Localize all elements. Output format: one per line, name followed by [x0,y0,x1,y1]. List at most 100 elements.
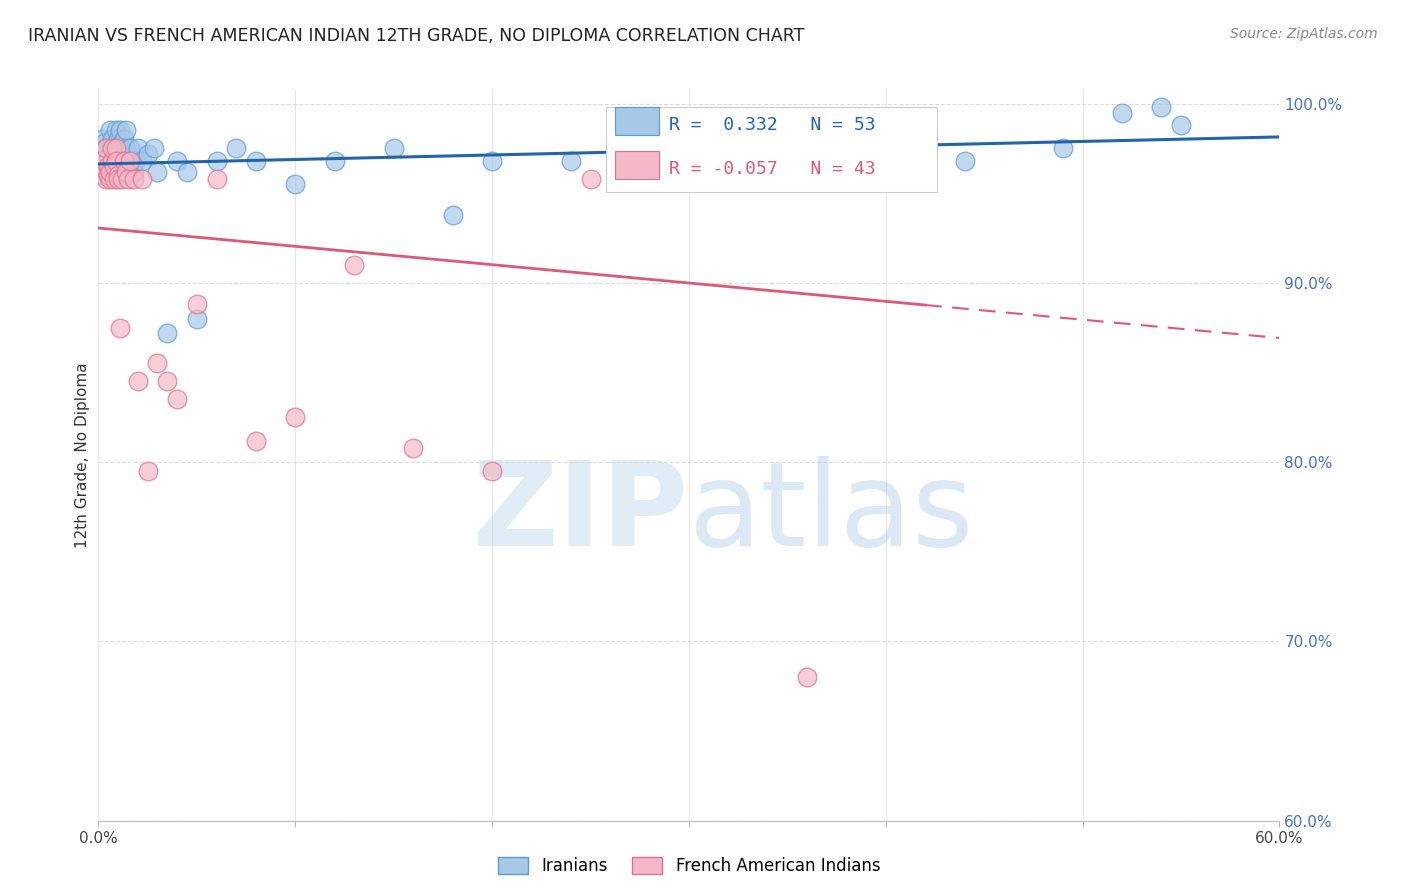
Point [98,164,121,178]
Point [481,153,503,168]
Point [108,141,131,155]
Point [186,311,208,326]
Point [112,168,135,182]
Point [1111,105,1133,120]
Point [225,141,247,155]
Point [107,159,129,173]
Point [97,150,120,164]
Point [1170,118,1192,132]
Point [118,141,141,155]
FancyBboxPatch shape [606,108,936,192]
Point [101,153,124,168]
Point [245,434,267,448]
Point [127,375,149,389]
Point [108,123,131,137]
Point [441,208,464,222]
Point [136,146,159,161]
Point [96,171,118,186]
Point [481,464,503,478]
Point [904,171,927,186]
Point [111,153,134,168]
Point [131,171,153,186]
Legend: Iranians, French American Indians: Iranians, French American Indians [491,850,887,882]
Point [105,141,128,155]
Point [205,171,228,186]
Point [97,159,120,173]
Point [678,171,700,186]
Point [142,141,165,155]
Point [136,464,159,478]
Point [875,141,897,155]
Text: R = -0.057   N = 43: R = -0.057 N = 43 [669,161,876,178]
Point [118,153,141,168]
Point [117,153,139,168]
Text: R =  0.332   N = 53: R = 0.332 N = 53 [669,116,876,135]
Point [93,168,115,182]
Point [103,153,125,168]
Point [796,670,818,684]
Point [122,171,145,186]
Point [96,141,118,155]
Point [166,153,188,168]
Point [146,357,169,371]
Point [98,171,121,186]
Point [96,141,118,155]
Point [125,153,148,168]
Point [127,141,149,155]
Point [105,153,128,168]
Point [166,392,188,407]
Point [678,141,700,155]
Point [93,136,115,150]
Point [402,441,425,455]
Point [382,141,405,155]
Point [1052,141,1074,155]
Point [156,326,179,340]
Point [205,153,228,168]
Point [107,171,129,186]
Point [776,153,799,168]
Point [101,141,124,155]
Point [186,297,208,311]
Point [122,164,145,178]
Point [105,146,128,161]
Point [156,375,179,389]
Point [98,159,121,173]
Point [323,153,346,168]
Point [111,136,134,150]
Point [111,171,134,186]
Point [112,153,135,168]
Point [115,141,138,155]
Point [560,153,582,168]
Point [103,171,125,186]
Point [101,132,124,146]
Text: atlas: atlas [689,456,974,571]
Point [875,171,897,186]
Point [105,123,128,137]
Point [98,123,121,137]
Text: Source: ZipAtlas.com: Source: ZipAtlas.com [1230,27,1378,41]
FancyBboxPatch shape [614,108,659,136]
Point [108,320,131,334]
Point [245,153,267,168]
Point [884,171,907,186]
Point [97,168,120,182]
Point [953,153,976,168]
Point [103,141,125,155]
Point [107,168,129,182]
Point [91,132,114,146]
Point [284,410,307,425]
FancyBboxPatch shape [614,152,659,179]
Point [146,164,169,178]
Point [1150,100,1173,114]
Text: IRANIAN VS FRENCH AMERICAN INDIAN 12TH GRADE, NO DIPLOMA CORRELATION CHART: IRANIAN VS FRENCH AMERICAN INDIAN 12TH G… [28,27,804,45]
Point [101,168,124,182]
Point [117,171,139,186]
Text: ZIP: ZIP [472,456,689,571]
Point [107,132,129,146]
Point [115,123,138,137]
Point [176,164,198,178]
Point [894,171,917,186]
Point [91,153,114,168]
Point [117,146,139,161]
Point [103,159,125,173]
